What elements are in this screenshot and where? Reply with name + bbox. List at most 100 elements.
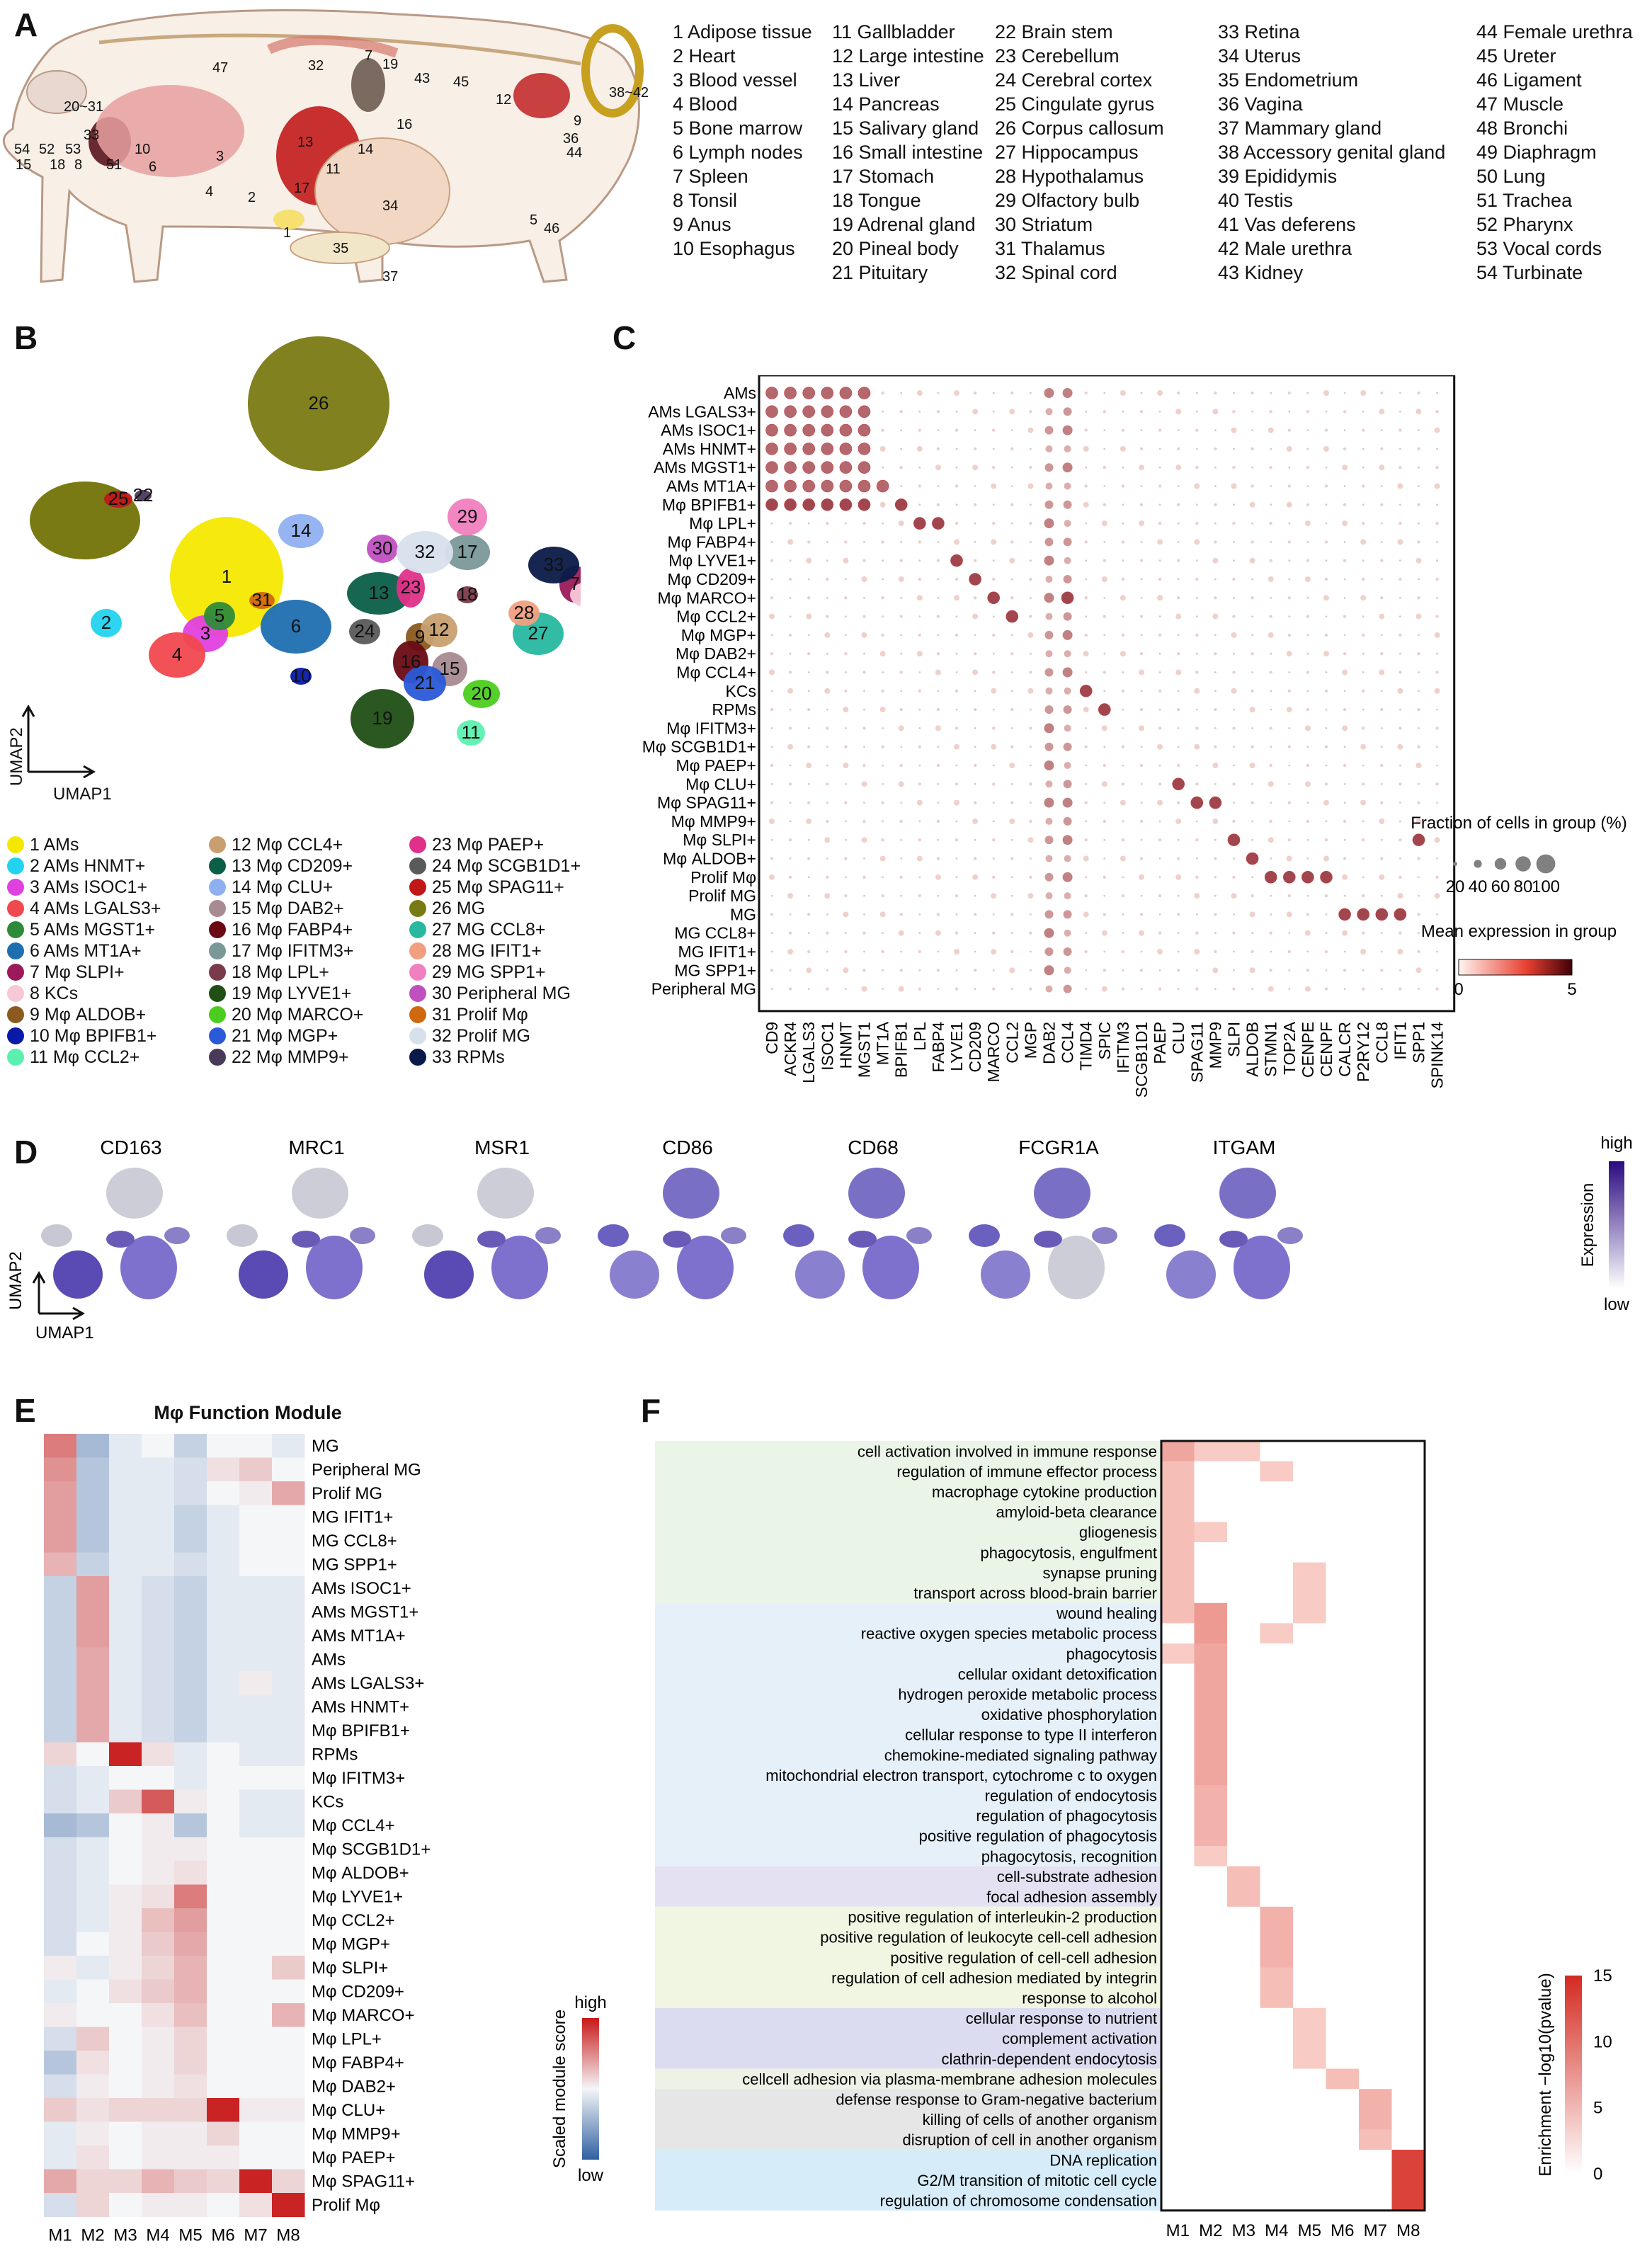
dotplot-dot: [882, 820, 884, 823]
dotplot-dot: [1362, 521, 1365, 525]
go-heatmap-cell: [1260, 1704, 1294, 1725]
dotplot-dot: [1212, 818, 1219, 824]
dotplot-dot: [1360, 390, 1367, 396]
dotplot-dot: [806, 967, 812, 974]
dotplot-dot: [1325, 932, 1328, 935]
module-heatmap-cell: [174, 1505, 207, 1529]
module-heatmap-cell: [207, 2169, 240, 2194]
go-heatmap-cell: [1293, 2007, 1326, 2029]
dotplot-dot: [992, 577, 996, 581]
umap-cluster-label: 18: [457, 583, 478, 605]
tissue-list-item: 27 Hippocampus: [995, 142, 1139, 163]
dotplot-dot: [1158, 764, 1161, 767]
dotplot-dot: [991, 539, 997, 545]
dotplot-dot: [802, 498, 816, 511]
feature-plot-region: [412, 1224, 443, 1247]
dotplot-dot: [900, 802, 903, 804]
dotplot-dot: [1195, 708, 1198, 711]
dotplot-dot: [916, 855, 923, 862]
feature-plot-region: [41, 1224, 72, 1247]
module-heatmap-cell: [44, 1434, 77, 1458]
tissue-list-item: 31 Thalamus: [995, 238, 1105, 259]
go-heatmap-cell: [1326, 1623, 1360, 1644]
dotplot-dot: [1194, 688, 1200, 694]
dotplot-dot: [1233, 392, 1235, 394]
dotplot-dot: [974, 746, 976, 748]
go-heatmap-cell: [1194, 1562, 1228, 1583]
go-heatmap-cell: [1293, 2068, 1326, 2090]
dotplot-dot: [1324, 540, 1328, 544]
go-heatmap-cell: [1227, 1602, 1260, 1624]
module-heatmap-cell: [76, 2003, 110, 2027]
tissue-list-item: 6 Lymph nodes: [673, 142, 803, 163]
dotplot-dot: [991, 949, 997, 954]
dotplot-row-label: Mφ CCL4+: [676, 663, 756, 682]
module-heatmap-row-label: AMs: [312, 1650, 346, 1669]
dotplot-dot: [1103, 746, 1106, 748]
dotplot-dot: [1436, 503, 1438, 506]
dotplot-dot: [937, 485, 940, 487]
cluster-legend-item: 10 Mφ BPIFB1+: [7, 1025, 161, 1047]
cluster-legend-item: 28 MG IFIT1+: [409, 940, 581, 962]
dotplot-dot: [862, 615, 866, 618]
dotplot-dot: [1375, 908, 1389, 921]
go-term-label: amyloid-beta clearance: [996, 1503, 1157, 1521]
go-term-group-band: [655, 2068, 1161, 2090]
dotplot-dot: [1214, 707, 1217, 712]
dotplot-dot: [1045, 817, 1053, 825]
module-heatmap-cell: [44, 1457, 77, 1482]
module-heatmap-cell: [109, 2098, 142, 2122]
dotplot-dot: [1233, 559, 1235, 562]
dotplot-dot: [1270, 392, 1272, 394]
module-heatmap-cell: [109, 1600, 142, 1624]
module-heatmap-cell: [44, 1694, 77, 1719]
dotplot-gene-label: SPAG11: [1187, 1022, 1206, 1083]
dotplot-dot: [1320, 870, 1333, 884]
tissue-list-item: 33 Retina: [1218, 21, 1300, 42]
dotplot-dot: [954, 595, 959, 601]
dotplot-dot: [1214, 391, 1217, 395]
dotplot-dot: [1120, 799, 1126, 806]
dotplot-dot: [918, 727, 921, 729]
dotplot-dot: [1103, 802, 1106, 804]
pig-organ-label: 38~42: [609, 85, 649, 101]
dotplot-dot: [1122, 969, 1124, 971]
dotplot-dot: [1362, 410, 1365, 413]
module-heatmap-cell: [174, 2051, 207, 2075]
dotplot-dot: [1338, 908, 1351, 921]
dotplot-dot: [973, 857, 977, 860]
go-heatmap-cell: [1359, 1663, 1392, 1685]
cluster-legend-label: 6 AMs MT1A+: [30, 941, 142, 961]
dotplot-dot: [1062, 667, 1073, 678]
cluster-legend-label: 18 Mφ LPL+: [232, 962, 329, 982]
dotplot-dot: [1177, 746, 1180, 748]
module-heatmap-cell: [76, 1956, 110, 1980]
go-heatmap-cell: [1194, 1602, 1228, 1624]
dotplot-dot: [1122, 708, 1124, 711]
go-term-label: cellular oxidant detoxification: [958, 1665, 1157, 1683]
dotplot-dot: [1121, 577, 1125, 581]
cluster-legend-item: 14 Mφ CLU+: [209, 877, 363, 898]
dotplot-dot: [1231, 893, 1237, 899]
dotplot-dot: [1231, 483, 1237, 489]
dotplot-dot: [1120, 390, 1126, 396]
dotplot-dot: [1063, 575, 1072, 583]
module-heatmap-cell: [44, 2193, 77, 2217]
module-heatmap-row-label: MG IFIT1+: [312, 1508, 393, 1527]
dotplot-dot: [1306, 634, 1309, 637]
go-heatmap-cell: [1359, 1522, 1392, 1543]
dotplot-dot: [1177, 559, 1180, 562]
dotplot-dot: [1343, 782, 1346, 785]
dotplot-dot: [1158, 652, 1161, 655]
dotplot-dot: [1415, 967, 1422, 974]
module-heatmap-cell: [174, 2074, 207, 2099]
dotplot-dot: [1324, 428, 1328, 432]
go-heatmap-cell: [1359, 1866, 1392, 1887]
dotplot-dot: [918, 913, 921, 916]
dotplot-dot: [1064, 650, 1071, 658]
dotplot-dot: [1139, 520, 1144, 527]
dotplot-dot: [863, 913, 865, 916]
dotplot-dot: [955, 410, 958, 413]
dotplot-dot: [1214, 950, 1217, 954]
module-heatmap-cell: [272, 1742, 305, 1767]
